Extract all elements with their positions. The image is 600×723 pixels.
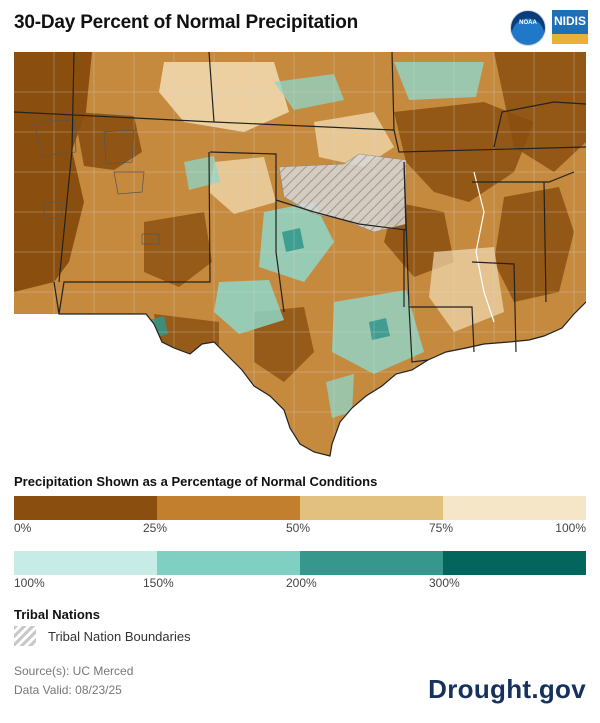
legend-tick-label: 0%	[14, 521, 32, 535]
page-title: 30-Day Percent of Normal Precipitation	[14, 12, 359, 33]
near-normal-zone	[209, 157, 276, 214]
site-logo[interactable]: Drought.gov	[428, 674, 586, 704]
very-dry-zone	[254, 307, 314, 382]
tribal-swatch	[14, 626, 36, 646]
wet-zone	[326, 374, 354, 418]
tribal-label: Tribal Nation Boundaries	[48, 629, 191, 644]
wet-zone	[282, 228, 304, 252]
legend-tick-label: 75%	[429, 521, 454, 535]
legend-tick-label: 100%	[14, 576, 45, 590]
near-normal-zone	[429, 247, 504, 332]
wet-zone	[184, 156, 220, 190]
wet-legend-bar	[14, 551, 586, 575]
legend-swatch	[14, 496, 157, 520]
tribal-boundary-area	[33, 119, 160, 245]
coastline	[53, 281, 586, 457]
very-dry-zone	[144, 212, 212, 287]
nidis-logo[interactable]: NIDIS	[552, 10, 588, 44]
legend-tick-label: 300%	[429, 576, 460, 590]
legend-tick-label: 50%	[286, 521, 311, 535]
gulf-water	[330, 302, 586, 460]
wet-zone	[214, 280, 284, 334]
state-boundaries	[14, 52, 586, 363]
data-valid-text: Data Valid: 08/23/25	[14, 683, 122, 697]
legend-title: Precipitation Shown as a Percentage of N…	[14, 474, 378, 489]
precipitation-map[interactable]	[14, 52, 586, 460]
legend-tick-label: 150%	[143, 576, 174, 590]
legend-swatch	[443, 551, 586, 575]
legend-swatch	[157, 496, 300, 520]
very-dry-zone	[494, 52, 586, 172]
legend-swatch	[14, 551, 157, 575]
legend-swatch	[157, 551, 300, 575]
logo-group: NOAA NIDIS	[510, 10, 588, 46]
legend-tick-label: 200%	[286, 576, 317, 590]
dry-legend-bar	[14, 496, 586, 520]
near-normal-zone	[159, 62, 289, 132]
noaa-logo-text: NOAA	[519, 20, 537, 26]
tribal-title: Tribal Nations	[14, 607, 100, 622]
legend-tick-label: 100%	[555, 521, 586, 535]
wet-zone	[394, 62, 484, 100]
very-dry-zone	[74, 112, 142, 170]
legend-swatch	[300, 551, 443, 575]
river-line	[473, 171, 495, 323]
legend-swatch	[443, 496, 586, 520]
legend-swatch	[300, 496, 443, 520]
noaa-logo[interactable]: NOAA	[510, 10, 546, 46]
legend-tick-label: 25%	[143, 521, 168, 535]
source-text: Source(s): UC Merced	[14, 664, 134, 678]
